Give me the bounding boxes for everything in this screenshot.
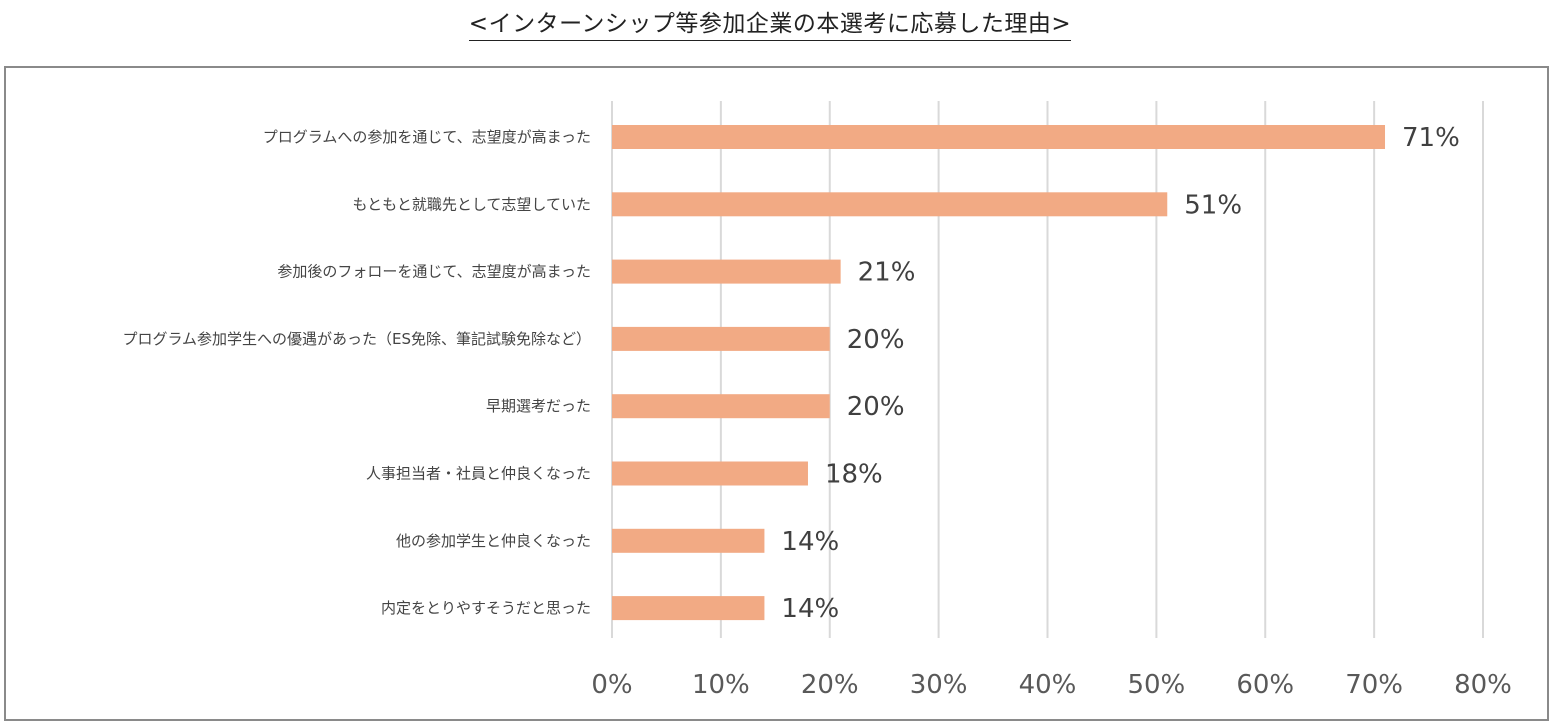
data-label: 18% (825, 460, 883, 490)
x-tick-label: 30% (910, 670, 968, 700)
category-label: 人事担当者・社員と仲良くなった (366, 465, 591, 483)
x-tick-label: 10% (692, 670, 750, 700)
bar (612, 259, 841, 284)
data-label: 14% (781, 594, 839, 624)
bar (612, 596, 765, 621)
data-label: 20% (847, 325, 905, 355)
bar (612, 192, 1168, 217)
bar (612, 461, 808, 486)
x-tick-label: 40% (1019, 670, 1077, 700)
bar (612, 326, 830, 351)
category-label: もともと就職先として志望していた (352, 195, 591, 213)
category-label: 早期選考だった (486, 397, 591, 415)
x-tick-label: 20% (801, 670, 859, 700)
category-label: プログラム参加学生への優遇があった（ES免除、筆記試験免除など） (122, 330, 591, 348)
x-tick-label: 60% (1236, 670, 1294, 700)
data-label: 14% (781, 527, 839, 557)
x-tick-label: 0% (591, 670, 632, 700)
data-label: 21% (858, 258, 916, 288)
x-tick-label: 50% (1127, 670, 1185, 700)
category-label: 参加後のフォローを通じて、志望度が高まった (277, 263, 591, 281)
chart-frame (4, 66, 1549, 721)
bar (612, 528, 765, 553)
data-label: 20% (847, 392, 905, 422)
x-tick-label: 70% (1345, 670, 1403, 700)
data-label: 51% (1184, 190, 1242, 220)
category-label: 内定をとりやすそうだと思った (381, 599, 591, 617)
x-tick-label: 80% (1454, 670, 1512, 700)
bar (612, 394, 830, 419)
chart-title: <インターンシップ等参加企業の本選考に応募した理由> (0, 4, 1540, 41)
data-label: 71% (1402, 123, 1460, 153)
category-label: プログラムへの参加を通じて、志望度が高まった (263, 128, 591, 146)
bar (612, 125, 1386, 149)
category-label: 他の参加学生と仲良くなった (396, 532, 591, 550)
